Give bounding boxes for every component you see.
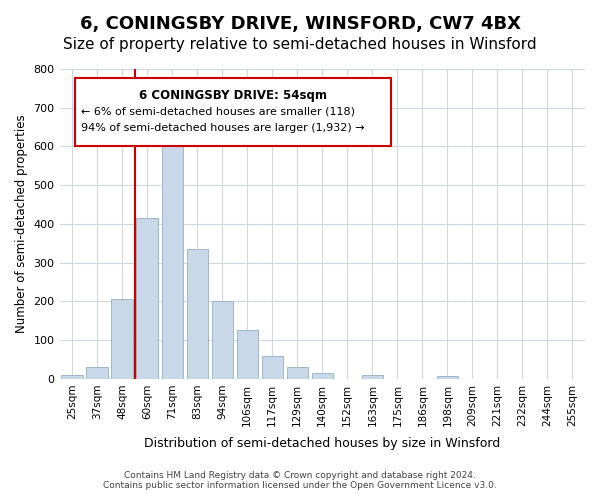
Bar	[262, 356, 283, 379]
Bar	[362, 375, 383, 379]
Bar	[61, 375, 83, 379]
Bar	[86, 368, 108, 379]
Text: 6, CONINGSBY DRIVE, WINSFORD, CW7 4BX: 6, CONINGSBY DRIVE, WINSFORD, CW7 4BX	[79, 15, 521, 33]
Bar	[187, 249, 208, 379]
Y-axis label: Number of semi-detached properties: Number of semi-detached properties	[15, 114, 28, 334]
Bar	[161, 135, 183, 379]
Bar	[112, 300, 133, 379]
Text: 6 CONINGSBY DRIVE: 54sqm: 6 CONINGSBY DRIVE: 54sqm	[139, 89, 327, 102]
FancyBboxPatch shape	[76, 78, 391, 146]
Bar	[212, 302, 233, 379]
Bar	[311, 373, 333, 379]
Text: Size of property relative to semi-detached houses in Winsford: Size of property relative to semi-detach…	[63, 38, 537, 52]
X-axis label: Distribution of semi-detached houses by size in Winsford: Distribution of semi-detached houses by …	[144, 437, 500, 450]
Bar	[287, 366, 308, 379]
Bar	[437, 376, 458, 379]
Bar	[136, 218, 158, 379]
Text: 94% of semi-detached houses are larger (1,932) →: 94% of semi-detached houses are larger (…	[80, 123, 364, 133]
Text: ← 6% of semi-detached houses are smaller (118): ← 6% of semi-detached houses are smaller…	[80, 106, 355, 116]
Bar	[236, 330, 258, 379]
Text: Contains HM Land Registry data © Crown copyright and database right 2024.
Contai: Contains HM Land Registry data © Crown c…	[103, 470, 497, 490]
